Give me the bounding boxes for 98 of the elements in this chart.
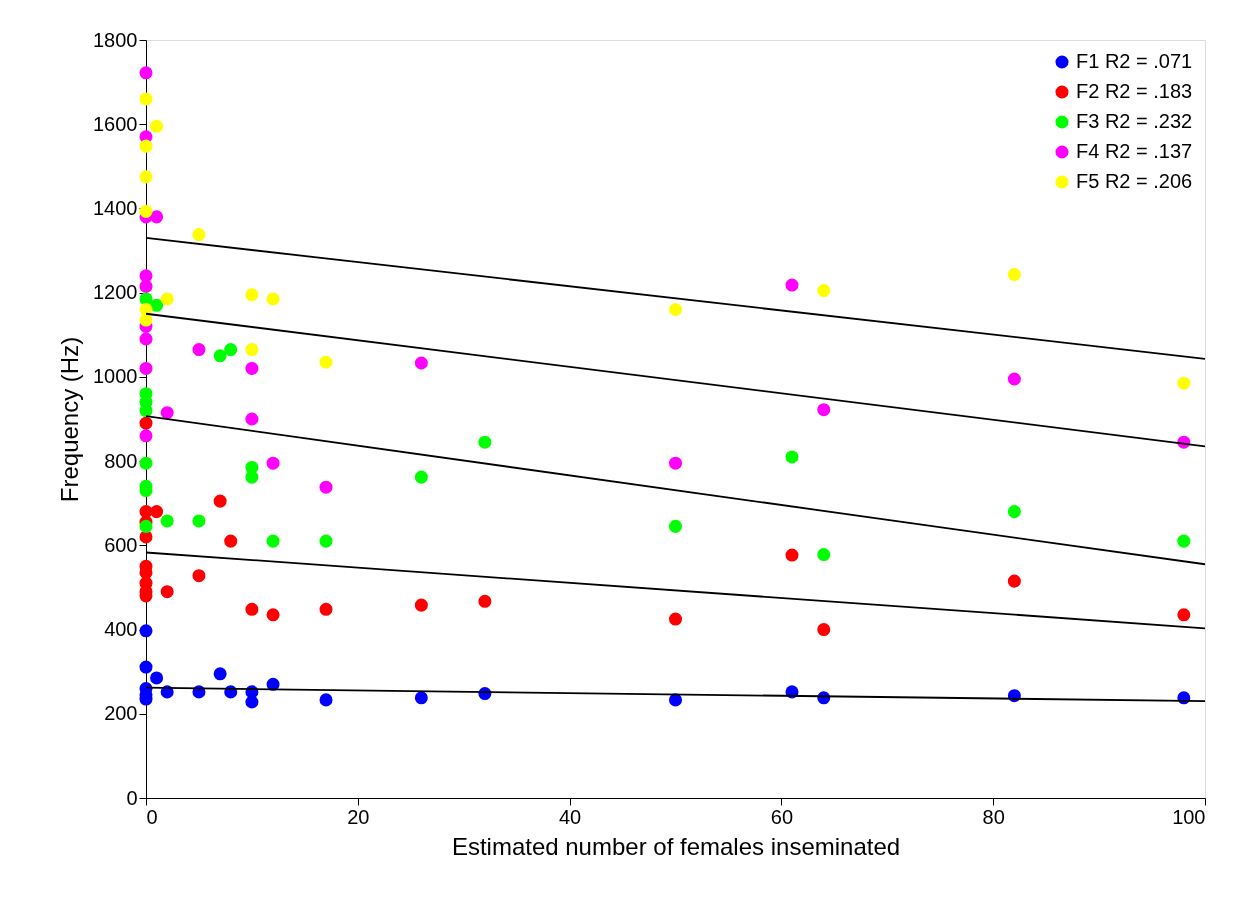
y-tick-label: 600: [104, 533, 138, 556]
y-tick-label: 1400: [93, 196, 138, 219]
point: [139, 66, 153, 80]
point: [266, 292, 280, 306]
point: [139, 332, 153, 346]
point: [817, 284, 831, 298]
x-tick-label: 40: [558, 805, 582, 828]
point: [139, 139, 153, 153]
point: [319, 602, 333, 616]
point: [414, 598, 428, 612]
point: [160, 292, 174, 306]
point: [414, 470, 428, 484]
point: [245, 602, 259, 616]
point: [319, 480, 333, 494]
point: [785, 548, 799, 562]
point: [266, 456, 280, 470]
point: [478, 594, 492, 608]
y-tick-label: 0: [126, 786, 138, 809]
point: [160, 585, 174, 599]
point: [224, 343, 238, 357]
point: [668, 612, 683, 626]
y-tick-label: 1600: [93, 112, 138, 135]
point: [1177, 376, 1191, 390]
point: [139, 519, 153, 533]
point: [192, 514, 206, 528]
point: [139, 279, 153, 293]
point: [139, 429, 153, 443]
point: [224, 534, 238, 548]
y-tick-label: 1000: [93, 365, 138, 388]
point: [213, 494, 227, 508]
point: [160, 514, 174, 528]
point: [319, 355, 333, 369]
point: [817, 623, 831, 637]
point: [213, 349, 227, 363]
point: [139, 313, 153, 327]
y-tick-label: 200: [104, 702, 138, 725]
point: [266, 608, 280, 622]
point: [1007, 268, 1021, 282]
point: [139, 416, 153, 430]
point: [1007, 505, 1021, 519]
y-tick-label: 1800: [93, 28, 138, 51]
point: [245, 695, 259, 709]
x-tick-label: 20: [347, 805, 370, 828]
point: [150, 119, 164, 133]
point: [319, 693, 333, 707]
point: [139, 170, 153, 184]
point: [668, 693, 683, 707]
point: [139, 204, 153, 218]
x-tick-label: 60: [770, 805, 794, 828]
point: [478, 435, 492, 449]
x-tick-label: 100: [1172, 805, 1206, 828]
x-axis-title: Estimated number of females inseminated: [451, 832, 901, 860]
x-tick-label: 80: [982, 805, 1005, 828]
point: [139, 456, 153, 470]
point: [139, 404, 153, 418]
point: [668, 519, 683, 533]
legend-label: F3 R2 = .232: [1076, 110, 1193, 132]
point: [160, 406, 174, 420]
y-axis-title: Frequency (Hz): [56, 336, 84, 503]
point: [245, 470, 259, 484]
point: [245, 343, 259, 357]
point: [414, 691, 428, 705]
point: [266, 534, 280, 548]
point: [150, 298, 164, 312]
point: [192, 569, 206, 583]
point: [1177, 608, 1191, 622]
point: [213, 667, 227, 681]
point: [319, 534, 333, 548]
point: [817, 548, 831, 562]
point: [245, 361, 259, 375]
point: [139, 92, 153, 106]
legend-label: F2 R2 = .183: [1076, 80, 1193, 102]
point: [245, 288, 259, 302]
point: [668, 456, 683, 470]
legend-label: F5 R2 = .206: [1076, 170, 1193, 192]
point: [150, 505, 164, 519]
point: [1177, 534, 1191, 548]
point: [1007, 372, 1021, 386]
y-tick-label: 800: [104, 449, 138, 472]
point: [150, 210, 164, 224]
point: [1007, 574, 1021, 588]
legend-label: F4 R2 = .137: [1076, 140, 1193, 162]
y-tick-label: 1200: [93, 281, 138, 304]
y-tick-label: 400: [104, 618, 138, 641]
point: [785, 278, 799, 292]
point: [817, 403, 831, 417]
point: [192, 343, 206, 357]
point: [414, 356, 428, 370]
point: [150, 671, 164, 685]
point: [192, 228, 206, 242]
point: [139, 660, 153, 674]
legend-label: F1 R2 = .071: [1076, 50, 1193, 72]
x-tick-label: 0: [146, 805, 158, 828]
point: [668, 303, 683, 317]
point: [139, 361, 153, 375]
point: [785, 450, 799, 464]
point: [139, 624, 153, 638]
point: [245, 412, 259, 426]
